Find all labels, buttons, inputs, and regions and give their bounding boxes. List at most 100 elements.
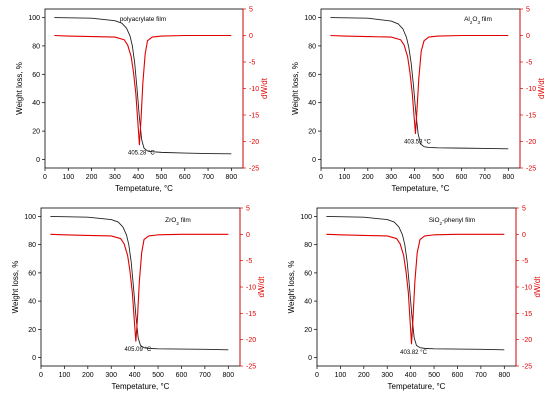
x-tick-label: 500 xyxy=(152,372,164,379)
x-tick-label: 600 xyxy=(179,174,191,181)
y-right-tick-label: -20 xyxy=(526,139,536,146)
panel-label-part: -phenyl film xyxy=(442,217,475,224)
x-tick-label: 300 xyxy=(109,174,121,181)
y-left-tick-label: 100 xyxy=(300,214,312,221)
y-right-tick-label: -15 xyxy=(246,311,256,318)
y-right-tick-label: -25 xyxy=(526,166,536,173)
x-axis-title: Tempetature, °C xyxy=(392,184,450,193)
x-tick-label: 600 xyxy=(452,372,464,379)
x-tick-label: 0 xyxy=(39,372,43,379)
y-right-tick-label: -5 xyxy=(522,258,528,265)
derivative-curve xyxy=(326,233,505,345)
derivative-curve xyxy=(50,233,229,342)
y-right-tick-label: -15 xyxy=(522,311,532,318)
y-right-axis-title: dW/dt xyxy=(260,77,269,99)
y-left-tick-label: 100 xyxy=(24,214,36,221)
peak-annotation: 405.09 °C xyxy=(124,347,151,353)
y-right-tick-label: -25 xyxy=(249,166,259,173)
x-tick-label: 700 xyxy=(199,372,211,379)
y-right-tick-label: -5 xyxy=(526,60,532,67)
y-right-tick-label: -15 xyxy=(249,113,259,120)
y-right-tick-label: 5 xyxy=(522,206,526,213)
plot-frame xyxy=(40,207,241,367)
x-tick-label: 500 xyxy=(432,174,444,181)
panel-label-part: Al xyxy=(464,16,470,23)
y-left-tick-label: 80 xyxy=(28,242,36,249)
x-tick-label: 800 xyxy=(502,174,514,181)
y-left-axis-title: Weight loss, % xyxy=(287,261,296,314)
y-left-tick-label: 60 xyxy=(304,270,312,277)
y-right-tick-label: -15 xyxy=(526,113,536,120)
panel-label-part: 2 xyxy=(440,221,443,226)
y-left-tick-label: 0 xyxy=(308,355,312,362)
plot-frame xyxy=(316,207,517,367)
y-left-tick-label: 100 xyxy=(304,15,316,22)
y-left-tick-label: 80 xyxy=(32,43,40,50)
panel-label-part: 3 xyxy=(477,20,480,25)
x-tick-label: 0 xyxy=(43,174,47,181)
y-right-tick-label: -25 xyxy=(246,364,256,371)
chart-panel-3: 0 100 200 300 400 500 600 700 800 0 20 40 60 80 100 5 0 -… xyxy=(11,206,266,392)
y-right-tick-label: -10 xyxy=(526,86,536,93)
y-left-tick-label: 0 xyxy=(32,355,36,362)
x-tick-label: 300 xyxy=(105,372,117,379)
x-tick-label: 400 xyxy=(405,372,417,379)
y-left-tick-label: 80 xyxy=(304,242,312,249)
y-left-tick-label: 60 xyxy=(308,72,316,79)
x-tick-label: 100 xyxy=(339,174,351,181)
x-tick-label: 400 xyxy=(132,174,144,181)
y-right-tick-label: 0 xyxy=(526,33,530,40)
y-right-tick-label: -10 xyxy=(249,86,259,93)
y-right-tick-label: -5 xyxy=(246,258,252,265)
panel-label-part: SiO xyxy=(429,217,440,224)
weight-loss-curve xyxy=(326,216,505,351)
y-right-tick-label: 5 xyxy=(526,7,530,14)
panel-label-part: O xyxy=(472,16,477,23)
y-right-tick-label: 5 xyxy=(246,206,250,213)
y-left-axis-title: Weight loss, % xyxy=(291,62,300,115)
y-left-tick-label: 20 xyxy=(32,129,40,136)
x-tick-label: 800 xyxy=(498,372,510,379)
panel-label: SiO2-phenyl film xyxy=(429,217,476,226)
y-left-tick-label: 60 xyxy=(32,72,40,79)
panel-label-part: film xyxy=(179,217,191,224)
weight-loss-curve xyxy=(330,17,509,150)
panel-label-part: film xyxy=(480,16,492,23)
x-tick-label: 200 xyxy=(362,174,374,181)
x-tick-label: 500 xyxy=(428,372,440,379)
y-right-tick-label: -25 xyxy=(522,364,532,371)
x-tick-label: 700 xyxy=(475,372,487,379)
y-right-tick-label: -20 xyxy=(522,337,532,344)
x-tick-label: 500 xyxy=(156,174,168,181)
y-right-tick-label: -20 xyxy=(249,139,259,146)
y-left-tick-label: 100 xyxy=(28,15,40,22)
peak-annotation: 403.53 °C xyxy=(404,140,431,146)
x-tick-label: 100 xyxy=(335,372,347,379)
y-right-tick-label: -5 xyxy=(249,60,255,67)
weight-loss-curve xyxy=(50,216,229,351)
plot-frame xyxy=(44,8,244,169)
panel-label-part: 2 xyxy=(470,20,473,25)
x-tick-label: 0 xyxy=(319,174,323,181)
y-left-tick-label: 80 xyxy=(308,43,316,50)
y-left-tick-label: 40 xyxy=(28,299,36,306)
panel-label-part: 2 xyxy=(176,221,179,226)
chart-panel-1: 0 100 200 300 400 500 600 700 800 0 20 40 60 80 100 5 0 -… xyxy=(15,7,269,194)
panel-label: Al2O3 film xyxy=(464,16,492,25)
y-left-tick-label: 60 xyxy=(28,270,36,277)
y-right-axis-title: dW/dt xyxy=(537,77,546,99)
y-left-tick-label: 0 xyxy=(312,157,316,164)
x-tick-label: 200 xyxy=(358,372,370,379)
x-axis-title: Tempetature, °C xyxy=(112,382,170,391)
x-tick-label: 200 xyxy=(82,372,94,379)
x-tick-label: 100 xyxy=(59,372,71,379)
x-tick-label: 800 xyxy=(222,372,234,379)
x-tick-label: 600 xyxy=(176,372,188,379)
y-left-tick-label: 40 xyxy=(308,100,316,107)
y-left-tick-label: 40 xyxy=(32,100,40,107)
panel-label: ZrO2 film xyxy=(165,217,191,226)
chart-panel-2: 0 100 200 300 400 500 600 700 800 0 20 40 60 80 100 5 0 -… xyxy=(291,7,546,194)
x-tick-label: 100 xyxy=(62,174,74,181)
y-left-tick-label: 0 xyxy=(36,157,40,164)
